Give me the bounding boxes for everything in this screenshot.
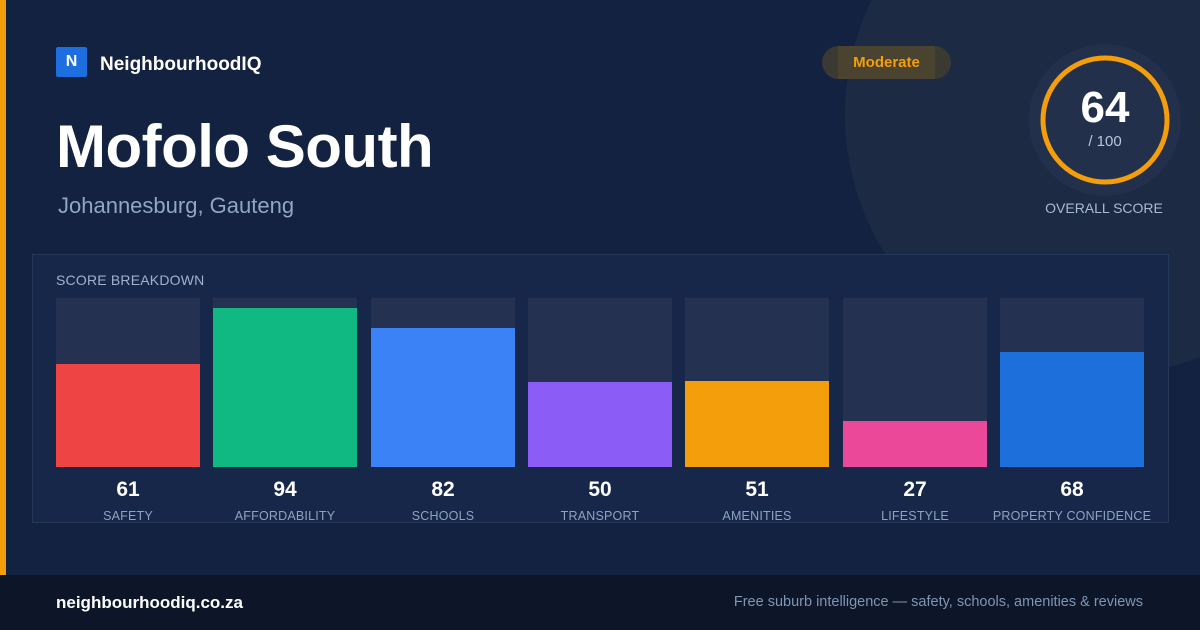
score-bar-label: AFFORDABILITY [234, 509, 336, 523]
score-bar-track [1000, 298, 1144, 467]
score-breakdown-panel: SCORE BREAKDOWN 61 SAFETY 94 AFFORDABILITY 8… [32, 254, 1169, 523]
score-bar-label: LIFESTYLE [881, 509, 949, 523]
footer-tagline: Free suburb intelligence — safety, schoo… [733, 594, 1143, 610]
score-bar-track [56, 298, 200, 467]
score-bar-fill [1000, 352, 1144, 467]
score-bar-fill [528, 382, 672, 467]
score-card: N NeighbourhoodIQ Moderate Mofolo South … [0, 0, 1182, 575]
suburb-location: Johannesburg, Gauteng [58, 193, 295, 218]
score-bar-label: PROPERTY CONFIDENCE [992, 509, 1152, 523]
score-ring-arc [1040, 55, 1170, 185]
score-bar-value: 94 [273, 478, 297, 501]
rating-badge: Moderate [822, 46, 951, 79]
rating-badge-label: Moderate [853, 54, 920, 71]
overall-score-label: OVERALL SCORE [1045, 200, 1163, 216]
score-bar-value: 61 [116, 478, 140, 501]
score-breakdown-title: SCORE BREAKDOWN [56, 272, 205, 288]
score-bar-fill [685, 381, 829, 467]
score-bar-value: 27 [903, 478, 927, 501]
score-bar-label: TRANSPORT [560, 509, 640, 523]
brand-name: NeighbourhoodIQ [100, 53, 262, 75]
footer: neighbourhoodiq.co.za Free suburb intell… [0, 575, 1200, 630]
overall-score-value: 64 [1080, 83, 1130, 132]
score-bar-value: 82 [431, 478, 455, 501]
brand-logo-icon: N [56, 47, 87, 77]
score-bar-label: SCHOOLS [411, 509, 475, 523]
score-bar-track [843, 298, 987, 467]
score-bar-value: 68 [1060, 478, 1084, 501]
score-bar-label: AMENITIES [722, 509, 792, 523]
score-bar-label: SAFETY [103, 509, 153, 523]
score-bar-track [528, 298, 672, 467]
score-bar-value: 51 [745, 478, 769, 501]
score-bar-track [213, 298, 357, 467]
overall-score-gauge: 64 / 100 [1028, 43, 1182, 197]
score-bar-track [685, 298, 829, 467]
footer-url: neighbourhoodiq.co.za [56, 593, 243, 612]
suburb-title: Mofolo South [56, 113, 434, 180]
score-bar-fill [371, 328, 515, 467]
score-bar-fill [213, 308, 357, 467]
score-ring [1029, 44, 1181, 196]
score-bar-track [371, 298, 515, 467]
accent-stripe [0, 0, 6, 575]
brand: N NeighbourhoodIQ [56, 47, 261, 77]
score-bar-fill [56, 364, 200, 467]
score-bar-value: 50 [588, 478, 612, 501]
score-bar-fill [843, 421, 987, 467]
overall-score-max: / 100 [1088, 133, 1122, 150]
